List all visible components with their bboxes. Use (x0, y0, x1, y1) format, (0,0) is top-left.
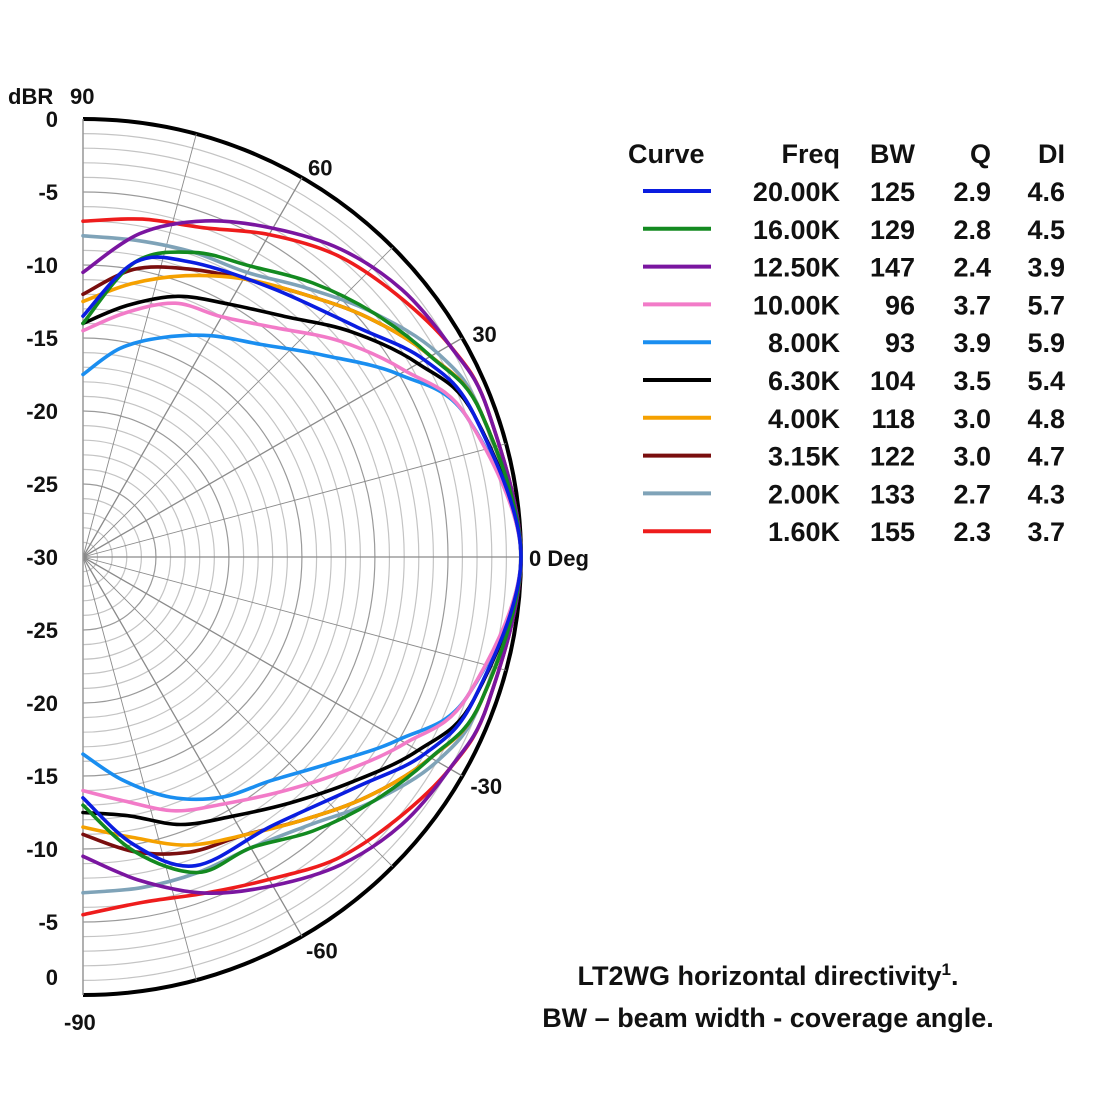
angle-tick-label: -60 (306, 938, 338, 963)
legend-freq-value: 12.50K (753, 253, 841, 283)
grid-spoke (82, 556, 394, 868)
legend-freq-value: 2.00K (768, 479, 841, 509)
legend-di-value: 3.7 (1027, 517, 1065, 547)
grid-spoke (82, 443, 507, 558)
legend-di-value: 5.9 (1027, 328, 1065, 358)
angle-tick-label: 0 Deg (529, 546, 589, 571)
grid-spoke (82, 177, 303, 558)
caption-footnote: 1 (942, 960, 951, 979)
legend-header-bw: BW (870, 139, 915, 169)
radial-axis-unit-label: dBR (8, 84, 53, 109)
directivity-curves (81, 217, 523, 917)
legend-freq-value: 3.15K (768, 442, 841, 472)
radial-tick-label: -30 (26, 545, 58, 570)
legend-bw-value: 122 (870, 442, 915, 472)
caption-period: . (951, 961, 959, 991)
legend-header-curve: Curve (628, 139, 705, 169)
legend-q-value: 2.3 (953, 517, 991, 547)
legend-q-value: 3.9 (953, 328, 991, 358)
legend-di-value: 5.4 (1027, 366, 1065, 396)
radial-tick-label: -5 (38, 910, 58, 935)
legend-freq-value: 1.60K (768, 517, 841, 547)
radial-tick-label: -5 (38, 180, 58, 205)
radial-tick-label: -10 (26, 837, 58, 862)
radial-tick-label: -20 (26, 691, 58, 716)
legend-header-q: Q (970, 139, 991, 169)
caption-line-1: LT2WG horizontal directivity1. (577, 960, 958, 991)
legend-di-value: 5.7 (1027, 290, 1065, 320)
angle-tick-label: -30 (470, 774, 502, 799)
chart-caption: LT2WG horizontal directivity1. BW – beam… (542, 960, 994, 1033)
legend-bw-value: 133 (870, 479, 915, 509)
legend-q-value: 3.5 (953, 366, 991, 396)
legend: Curve Freq BW Q DI 20.00K 125 2.9 4.6 16.00K… (628, 139, 1065, 547)
legend-bw-value: 125 (870, 177, 915, 207)
grid-spoke (82, 556, 507, 671)
legend-bw-value: 104 (870, 366, 915, 396)
grid-spoke (82, 246, 394, 558)
legend-q-value: 2.9 (953, 177, 991, 207)
radial-tick-label: 0 (46, 965, 58, 990)
legend-q-value: 3.7 (953, 290, 991, 320)
axis-labels: dBR 90 -90 0 -5 -10 -15 -20 -25 -30 -25 -20 -15 -1… (8, 84, 589, 1035)
legend-bw-value: 93 (885, 328, 915, 358)
grid-spoke (82, 556, 303, 937)
series-curve-20.00K (81, 255, 523, 868)
grid-spoke (82, 556, 197, 981)
legend-freq-value: 16.00K (753, 215, 841, 245)
legend-q-value: 2.4 (953, 253, 991, 283)
legend-bw-value: 155 (870, 517, 915, 547)
legend-bw-value: 147 (870, 253, 915, 283)
radial-tick-label: -15 (26, 764, 58, 789)
polar-grid (82, 117, 523, 997)
legend-freq-value: 20.00K (753, 177, 841, 207)
top-angle-label: 90 (70, 84, 94, 109)
radial-tick-label: 0 (46, 107, 58, 132)
legend-header-freq: Freq (781, 139, 840, 169)
legend-di-value: 4.3 (1027, 479, 1065, 509)
legend-q-value: 3.0 (953, 442, 991, 472)
legend-q-value: 2.8 (953, 215, 991, 245)
radial-tick-label: -20 (26, 399, 58, 424)
legend-q-value: 3.0 (953, 404, 991, 434)
legend-freq-value: 6.30K (768, 366, 841, 396)
radial-tick-label: -15 (26, 326, 58, 351)
legend-di-value: 4.8 (1027, 404, 1065, 434)
bottom-angle-label: -90 (64, 1010, 96, 1035)
legend-di-value: 3.9 (1027, 253, 1065, 283)
radial-tick-label: -10 (26, 253, 58, 278)
legend-di-value: 4.6 (1027, 177, 1065, 207)
legend-di-value: 4.7 (1027, 442, 1065, 472)
grid-spoke (82, 133, 197, 558)
legend-freq-value: 10.00K (753, 290, 841, 320)
angle-tick-label: 60 (308, 156, 332, 181)
caption-line-2: BW – beam width - coverage angle. (542, 1003, 994, 1033)
legend-bw-value: 129 (870, 215, 915, 245)
legend-bw-value: 118 (871, 404, 915, 434)
legend-q-value: 2.7 (953, 479, 991, 509)
legend-header-di: DI (1038, 139, 1065, 169)
caption-title: LT2WG horizontal directivity (577, 961, 941, 991)
legend-freq-value: 8.00K (768, 328, 841, 358)
legend-freq-value: 4.00K (768, 404, 841, 434)
legend-bw-value: 96 (885, 290, 915, 320)
radial-tick-label: -25 (26, 472, 58, 497)
legend-di-value: 4.5 (1027, 215, 1065, 245)
radial-tick-label: -25 (26, 618, 58, 643)
angle-tick-label: 30 (472, 322, 496, 347)
